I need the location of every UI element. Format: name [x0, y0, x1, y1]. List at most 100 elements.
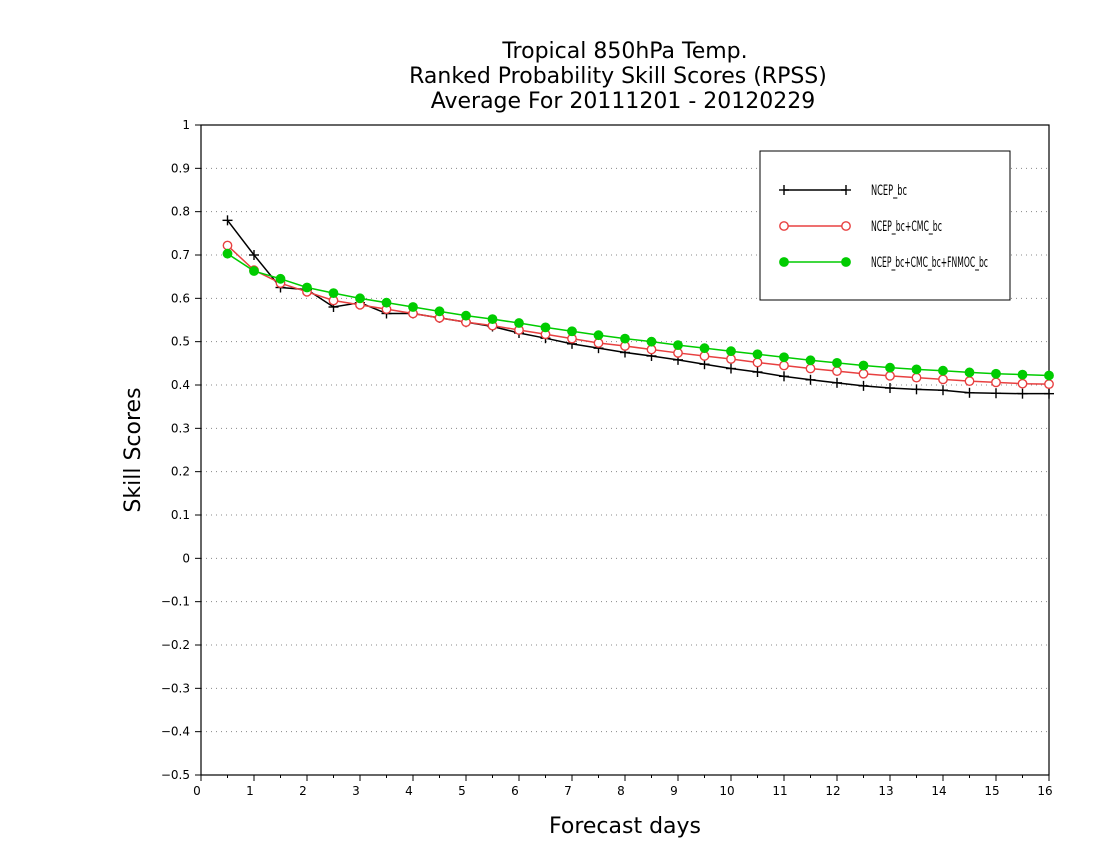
data-point — [964, 387, 975, 398]
data-point — [408, 302, 418, 312]
y-tick-label: −0.1 — [161, 595, 190, 609]
y-tick-label: 0.5 — [171, 335, 190, 349]
data-point — [726, 363, 736, 374]
data-point — [514, 318, 524, 328]
y-tick-label: 0.8 — [171, 205, 190, 219]
y-tick-label: 0.3 — [171, 421, 190, 435]
x-axis-title: Forecast days — [549, 814, 701, 839]
legend-label: NCEP_bc+CMC_bc — [871, 219, 942, 235]
y-tick-label: 0.4 — [171, 378, 190, 392]
data-point — [461, 310, 471, 321]
data-point — [249, 250, 259, 260]
data-point — [646, 336, 657, 347]
x-tick-label: 8 — [617, 784, 625, 798]
legend-entry-2: NCEP_bc+CMC_bc — [779, 219, 942, 235]
data-point — [726, 346, 736, 357]
data-point — [434, 306, 445, 317]
data-point — [991, 368, 1001, 379]
x-tick-label: 3 — [352, 784, 360, 798]
x-tick-label: 4 — [405, 784, 413, 798]
y-tick-label: 1 — [182, 118, 190, 132]
legend-marker — [779, 221, 789, 231]
x-tick-label: 2 — [299, 784, 307, 798]
data-point — [964, 376, 975, 386]
data-point — [222, 240, 233, 251]
data-point — [805, 355, 816, 366]
data-point — [779, 360, 789, 371]
data-point — [1044, 370, 1054, 381]
y-tick-label: 0.6 — [171, 291, 190, 305]
data-point — [832, 358, 842, 368]
data-point — [938, 365, 948, 376]
y-tick-label: −0.2 — [161, 638, 190, 652]
data-point — [779, 352, 789, 363]
series-3 — [222, 248, 1054, 381]
data-point — [699, 343, 710, 354]
series — [222, 215, 1054, 399]
data-point — [540, 322, 551, 333]
x-tick-label: 10 — [719, 784, 734, 798]
x-tick-label: 5 — [458, 784, 466, 798]
data-point — [1017, 388, 1028, 399]
data-point — [885, 370, 895, 381]
x-tick-label: 14 — [931, 784, 946, 798]
data-point — [487, 314, 498, 325]
data-point — [222, 248, 233, 259]
title-line-1: Tropical 850hPa Temp. — [501, 39, 747, 64]
data-point — [275, 273, 286, 284]
legend-marker — [779, 185, 789, 195]
data-point — [858, 380, 869, 391]
x-tick-label: 9 — [670, 784, 678, 798]
y-tick-label: 0.7 — [171, 248, 190, 262]
data-point — [991, 377, 1001, 388]
data-point — [805, 363, 816, 374]
y-tick-label: −0.5 — [161, 768, 190, 782]
legend: NCEP_bc NCEP_bc+CMC_bc NCEP_bc+CMC_bc+FNMO… — [759, 150, 1011, 301]
data-point — [885, 383, 895, 394]
data-point — [752, 357, 763, 368]
x-tick-label: 1 — [246, 784, 254, 798]
data-point — [911, 364, 922, 375]
data-point — [699, 359, 710, 370]
data-point — [885, 362, 895, 373]
x-tick-label: 12 — [825, 784, 840, 798]
y-axis-title: Skill Scores — [121, 387, 146, 512]
data-point — [673, 340, 683, 351]
data-point — [249, 266, 259, 276]
x-tick-label: 13 — [878, 784, 893, 798]
data-point — [355, 293, 365, 304]
data-point — [964, 367, 975, 378]
data-point — [832, 377, 842, 388]
data-point — [858, 360, 869, 371]
data-point — [1017, 369, 1028, 380]
data-point — [1044, 388, 1054, 399]
legend-label: NCEP_bc — [871, 183, 907, 199]
x-tick-label: 15 — [984, 784, 999, 798]
legend-marker — [841, 185, 851, 195]
data-point — [328, 288, 339, 299]
legend-marker — [841, 221, 851, 231]
title-line-2: Ranked Probability Skill Scores (RPSS) — [409, 64, 827, 89]
data-point — [381, 297, 392, 308]
data-point — [938, 385, 948, 396]
data-point — [832, 366, 842, 377]
data-point — [752, 349, 763, 360]
x-tick-label: 16 — [1037, 784, 1052, 798]
y-tick-label: 0.9 — [171, 161, 190, 175]
data-point — [302, 282, 312, 293]
data-point — [1017, 378, 1028, 389]
y-tick-label: −0.3 — [161, 681, 190, 695]
legend-marker — [779, 257, 789, 267]
axis-ticks: −0.5 −0.4 −0.3 −0.2 −0.1 0 0.1 0.2 0.3 0.4 0.5 0.6 0… — [161, 118, 1053, 798]
y-tick-label: 0.1 — [171, 508, 190, 522]
x-tick-label: 6 — [511, 784, 519, 798]
legend-label: NCEP_bc+CMC_bc+FNMOC_bc — [871, 255, 988, 271]
legend-entry-3: NCEP_bc+CMC_bc+FNMOC_bc — [779, 255, 988, 271]
data-point — [620, 333, 630, 344]
x-tick-label: 0 — [193, 784, 201, 798]
data-point — [911, 384, 922, 395]
x-tick-label: 7 — [564, 784, 572, 798]
x-tick-label: 11 — [772, 784, 787, 798]
y-tick-label: 0.2 — [171, 465, 190, 479]
